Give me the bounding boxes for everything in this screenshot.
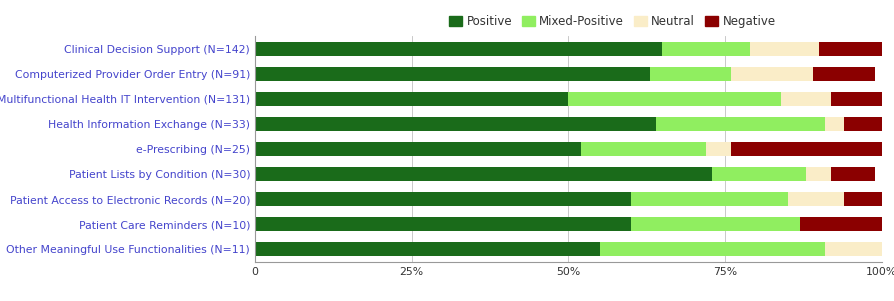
Bar xyxy=(255,192,630,206)
Bar xyxy=(824,242,881,256)
Bar xyxy=(818,42,881,56)
Bar xyxy=(749,42,818,56)
Bar xyxy=(255,242,599,256)
Bar xyxy=(730,142,881,156)
Bar xyxy=(599,242,824,256)
Bar xyxy=(843,117,881,131)
Bar xyxy=(831,92,881,106)
Bar xyxy=(255,92,568,106)
Legend: Positive, Mixed-Positive, Neutral, Negative: Positive, Mixed-Positive, Neutral, Negat… xyxy=(449,15,774,28)
Bar xyxy=(255,67,649,81)
Bar xyxy=(630,192,787,206)
Bar xyxy=(799,217,881,231)
Bar xyxy=(255,217,630,231)
Bar xyxy=(824,117,843,131)
Bar xyxy=(780,92,831,106)
Bar xyxy=(730,67,812,81)
Bar xyxy=(255,117,655,131)
Bar xyxy=(812,67,874,81)
Bar xyxy=(705,142,730,156)
Bar xyxy=(662,42,749,56)
Bar xyxy=(255,167,712,181)
Bar xyxy=(568,92,780,106)
Bar xyxy=(630,217,799,231)
Bar xyxy=(255,42,662,56)
Bar xyxy=(831,167,874,181)
Bar xyxy=(649,67,730,81)
Bar xyxy=(787,192,843,206)
Bar xyxy=(843,192,881,206)
Bar xyxy=(255,142,580,156)
Bar xyxy=(580,142,705,156)
Bar xyxy=(712,167,805,181)
Bar xyxy=(655,117,824,131)
Bar xyxy=(805,167,831,181)
